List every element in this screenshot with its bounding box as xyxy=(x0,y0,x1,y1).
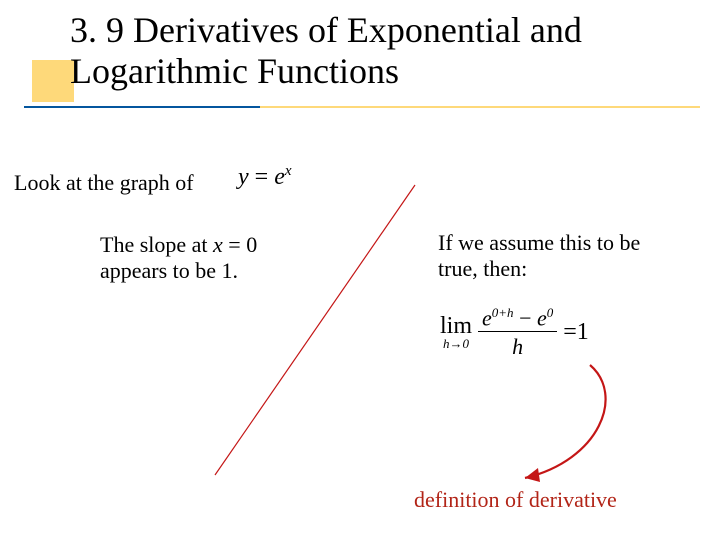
eqn-base: e xyxy=(274,164,285,190)
num-exp2: 0 xyxy=(547,305,554,320)
limit-equation: lim h→0 e0+h − e0 h =1 xyxy=(440,305,589,360)
definition-text: definition of derivative xyxy=(414,487,617,512)
limit-denominator: h xyxy=(478,332,557,360)
definition-label: definition of derivative xyxy=(414,487,617,513)
limit-operator: lim h→0 xyxy=(440,313,472,352)
slope-var: x xyxy=(213,232,223,257)
assume-statement: If we assume this to be true, then: xyxy=(438,230,688,283)
eqn-lhs: y xyxy=(238,164,249,190)
limit-rhs: =1 xyxy=(563,319,589,345)
slide-title-block: 3. 9 Derivatives of Exponential and Loga… xyxy=(20,10,700,93)
num-minus: − xyxy=(514,305,537,330)
tangent-line-graphic xyxy=(180,180,480,480)
eqn-exp: x xyxy=(285,163,292,179)
num-e1: e xyxy=(482,305,492,330)
slope-part-a: The slope at xyxy=(100,232,213,257)
slope-line2: appears to be 1. xyxy=(100,258,238,283)
slide-title: 3. 9 Derivatives of Exponential and Loga… xyxy=(20,10,700,93)
slope-part-b: = 0 xyxy=(223,232,257,257)
limit-fraction: e0+h − e0 h xyxy=(478,305,557,360)
assume-line1: If we assume this to be xyxy=(438,230,640,255)
slope-statement: The slope at x = 0 appears to be 1. xyxy=(100,232,330,285)
num-e2: e xyxy=(537,305,547,330)
intro-text: Look at the graph of xyxy=(14,170,194,196)
assume-line2: true, then: xyxy=(438,256,527,281)
num-exp1: 0+h xyxy=(492,305,514,320)
title-underline xyxy=(24,106,700,108)
callout-arrow xyxy=(470,360,650,490)
eqn-eq: = xyxy=(249,164,275,190)
equation-y-equals-ex: y = ex xyxy=(238,163,292,191)
limit-numerator: e0+h − e0 xyxy=(478,305,557,332)
lim-sub: h→0 xyxy=(440,336,472,352)
